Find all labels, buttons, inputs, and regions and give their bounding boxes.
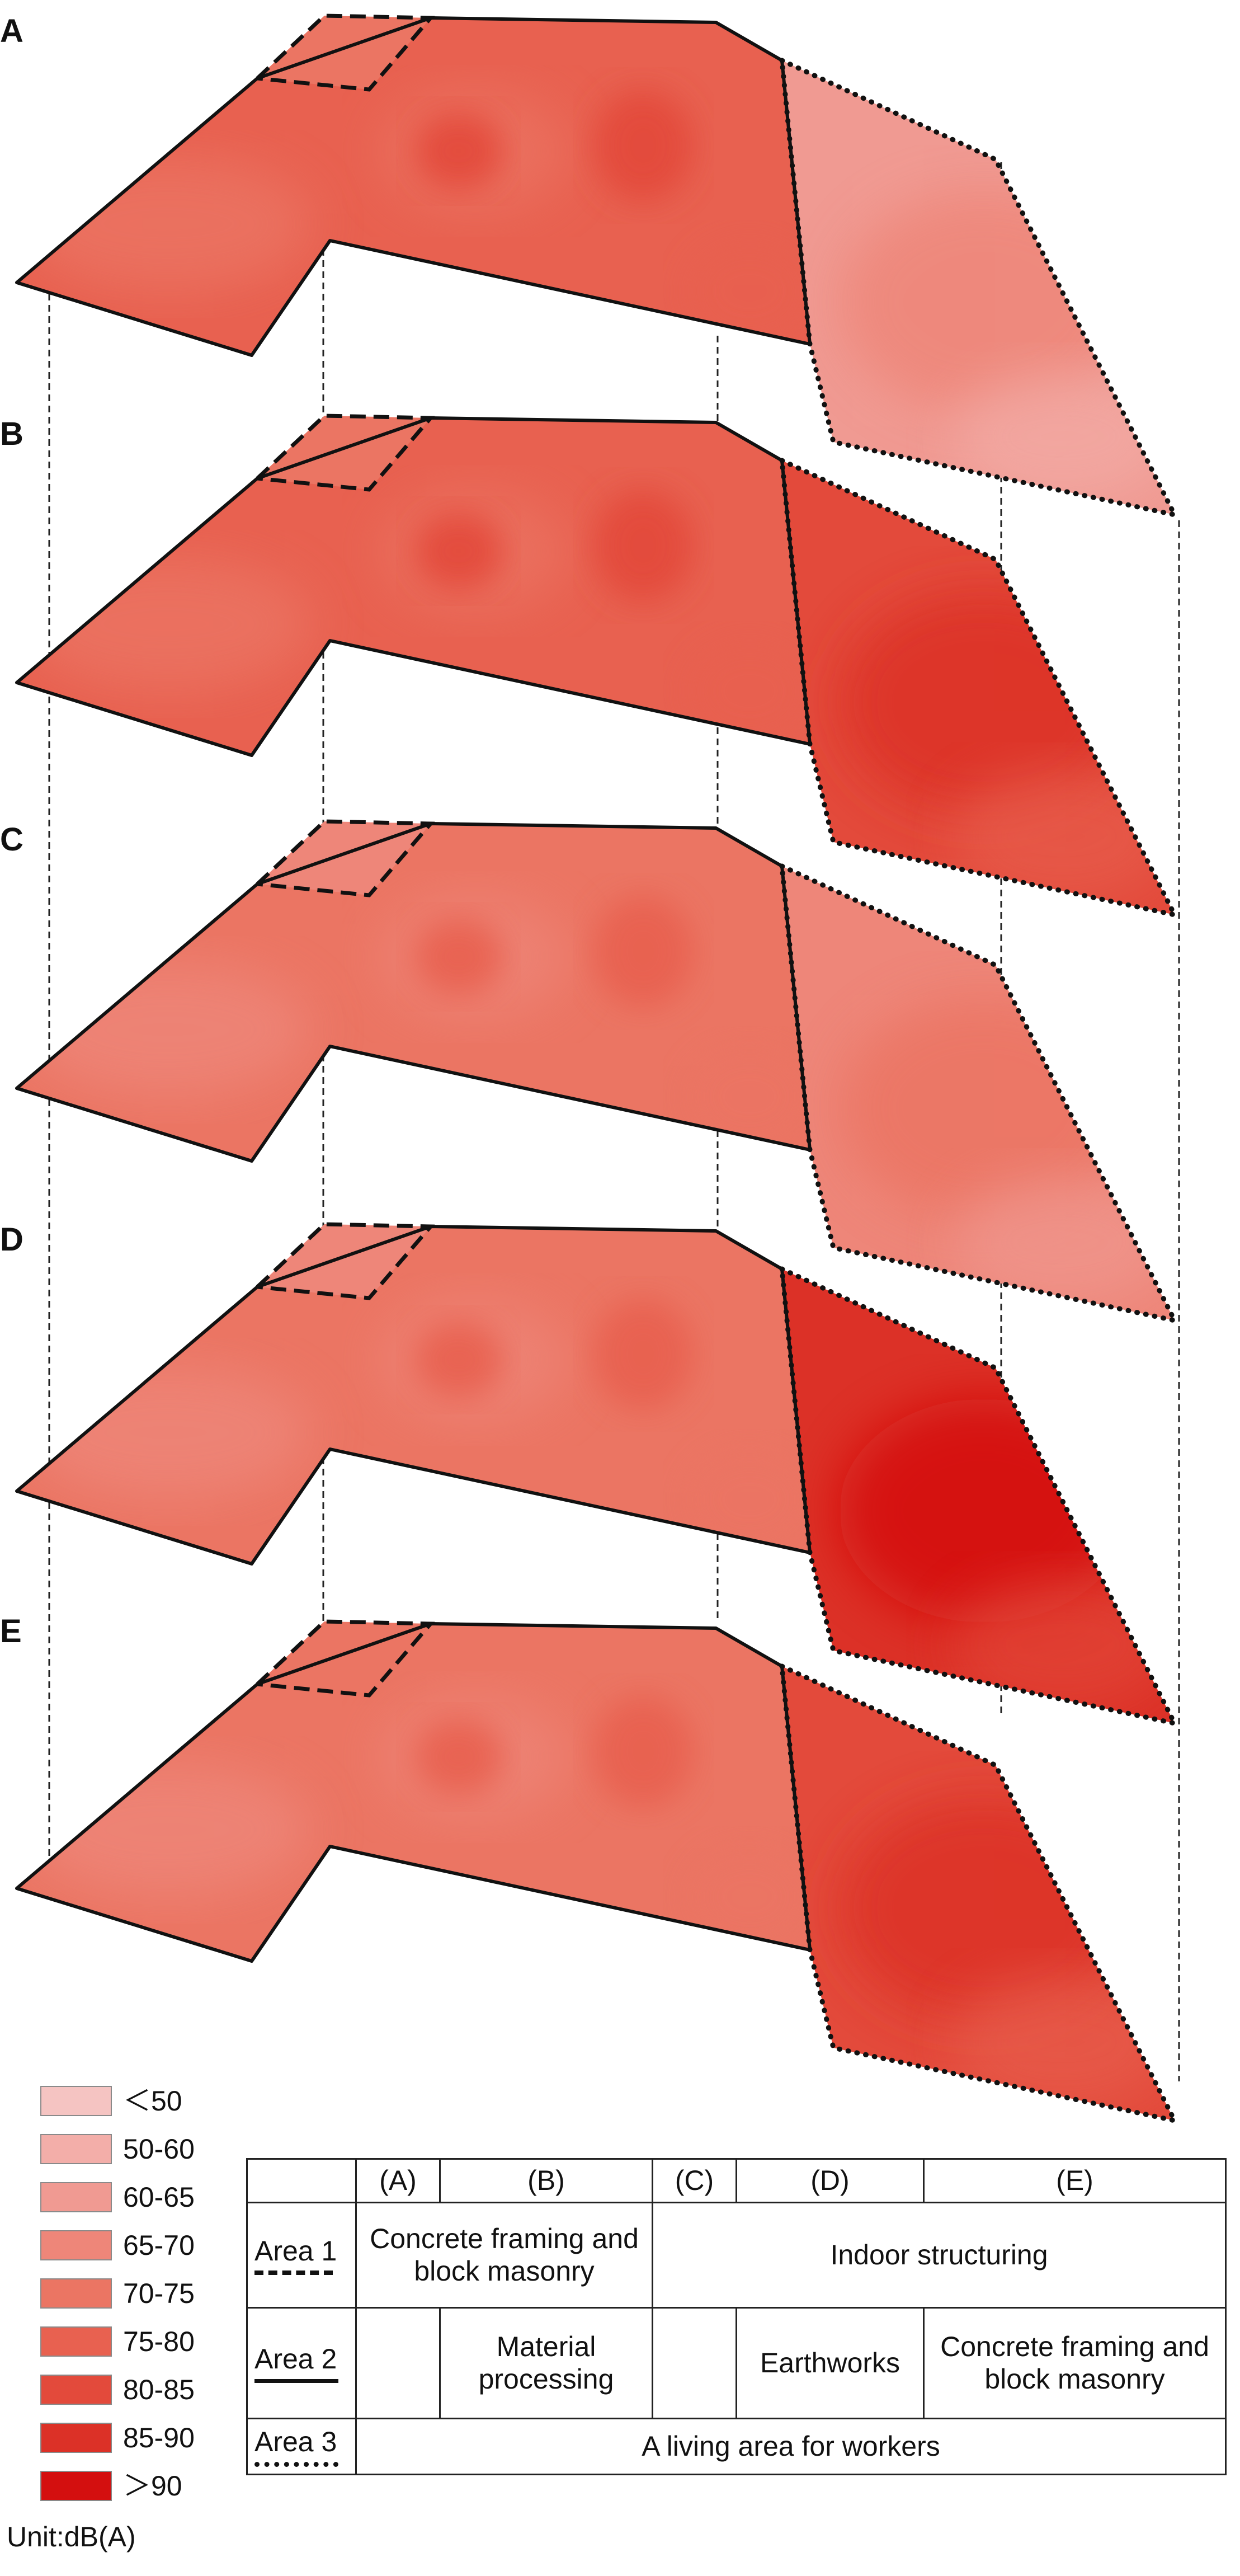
legend-label: 70-75 <box>123 2278 195 2309</box>
legend-label: 75-80 <box>123 2326 195 2357</box>
area2-solid-outline <box>15 16 812 357</box>
table-header-row: (A) (B) (C) (D) (E) <box>246 2158 1227 2203</box>
legend-swatch <box>40 2134 112 2164</box>
area2-name: Area 2 <box>254 2343 337 2375</box>
panel-label: A <box>0 13 23 49</box>
dashed-line-icon <box>254 2271 333 2276</box>
legend-item: 75-80 <box>34 2322 268 2361</box>
area2-stage-a-empty <box>355 2307 441 2419</box>
panel-label: D <box>0 1221 23 1258</box>
legend-label: 80-85 <box>123 2374 195 2405</box>
legend-label: 65-70 <box>123 2230 195 2261</box>
area3-noise-field <box>782 1269 1175 1723</box>
stage-header-c: (C) <box>652 2158 737 2203</box>
area2-stage-e: Concrete framing and block masonry <box>923 2307 1227 2419</box>
legend-label: 85-90 <box>123 2422 195 2453</box>
panel-label: C <box>0 821 23 858</box>
legend-item: 80-85 <box>34 2370 268 2409</box>
legend-item: ＜50 <box>34 2081 268 2121</box>
stage-header-a: (A) <box>355 2158 441 2203</box>
panel-label: B <box>0 416 23 452</box>
legend-item: 70-75 <box>34 2274 268 2313</box>
area2-stage-c-empty <box>652 2307 737 2419</box>
map-panel-b: B <box>0 413 1180 919</box>
area2-solid-outline <box>15 1622 812 1963</box>
legend-swatch <box>40 2423 112 2453</box>
area2-noise-field <box>17 824 810 1161</box>
panel-label: E <box>0 1613 22 1649</box>
area2-stage-d: Earthworks <box>735 2307 925 2419</box>
area2-label-cell: Area 2 <box>246 2307 357 2419</box>
legend-item: 60-65 <box>34 2178 268 2217</box>
legend-item: ＞90 <box>34 2466 268 2506</box>
area2-solid-outline <box>15 416 812 757</box>
area1-dashed-outline <box>256 1222 435 1300</box>
area2-noise-field <box>17 418 810 755</box>
table-row-area3: Area 3 A living area for workers <box>246 2418 1227 2475</box>
dotted-line-icon <box>254 2461 338 2467</box>
area1-stage-ce: Indoor structuring <box>652 2202 1227 2309</box>
area1-dashed-outline <box>256 819 435 897</box>
area1-dashed-outline <box>256 1619 435 1698</box>
area1-label-cell: Area 1 <box>246 2202 357 2309</box>
map-panel-c: C <box>0 819 1180 1324</box>
legend-label: 50-60 <box>123 2133 195 2165</box>
legend-unit: Unit:dB(A) <box>7 2521 136 2553</box>
legend-label: ＞90 <box>123 2470 182 2502</box>
legend-swatch <box>40 2326 112 2357</box>
table-row-area2: Area 2 Material processing Earthworks Co… <box>246 2307 1227 2419</box>
area2-solid-outline <box>15 1225 812 1566</box>
table-corner-cell <box>246 2158 357 2203</box>
area1-dashed-outline <box>256 13 435 92</box>
area1-dashed-outline <box>256 413 435 492</box>
legend-item: 50-60 <box>34 2130 268 2169</box>
area1-name: Area 1 <box>254 2235 337 2267</box>
legend-swatch <box>40 2086 112 2116</box>
legend-swatch <box>40 2278 112 2309</box>
area2-solid-outline <box>15 822 812 1163</box>
area3-noise-field <box>782 460 1175 915</box>
legend-swatch <box>40 2182 112 2212</box>
legend-label: 60-65 <box>123 2182 195 2213</box>
area3-all-stages: A living area for workers <box>355 2418 1227 2475</box>
area2-noise-field <box>17 18 810 355</box>
noise-legend: ＜50 50-60 60-65 65-70 70-75 75-80 80-85 85-90 ＞9… <box>34 2081 268 2568</box>
area2-noise-field <box>17 1226 810 1564</box>
stage-header-e: (E) <box>923 2158 1227 2203</box>
area1-stage-ab: Concrete framing and block masonry <box>355 2202 653 2309</box>
legend-item: 65-70 <box>34 2226 268 2265</box>
legend-swatch <box>40 2230 112 2260</box>
stage-header-d: (D) <box>735 2158 925 2203</box>
stage-header-b: (B) <box>439 2158 653 2203</box>
area3-label-cell: Area 3 <box>246 2418 357 2475</box>
noise-map-panels: A B C D E <box>0 13 1180 2124</box>
table-row-area1: Area 1 Concrete framing and block masonr… <box>246 2202 1227 2309</box>
construction-stage-table: (A) (B) (C) (D) (E) Area 1 Concrete fram… <box>246 2158 1227 2475</box>
solid-line-icon <box>254 2378 338 2383</box>
area3-noise-field <box>782 866 1175 1320</box>
area2-noise-field <box>17 1624 810 1961</box>
legend-swatch <box>40 2375 112 2405</box>
area3-noise-field <box>782 60 1175 515</box>
area2-stage-b: Material processing <box>439 2307 653 2419</box>
map-panel-e: E <box>0 1613 1180 2124</box>
legend-label: ＜50 <box>123 2085 182 2117</box>
area3-noise-field <box>782 1666 1175 2121</box>
legend-item: 85-90 <box>34 2418 268 2457</box>
area3-name: Area 3 <box>254 2426 337 2458</box>
legend-swatch <box>40 2471 112 2501</box>
